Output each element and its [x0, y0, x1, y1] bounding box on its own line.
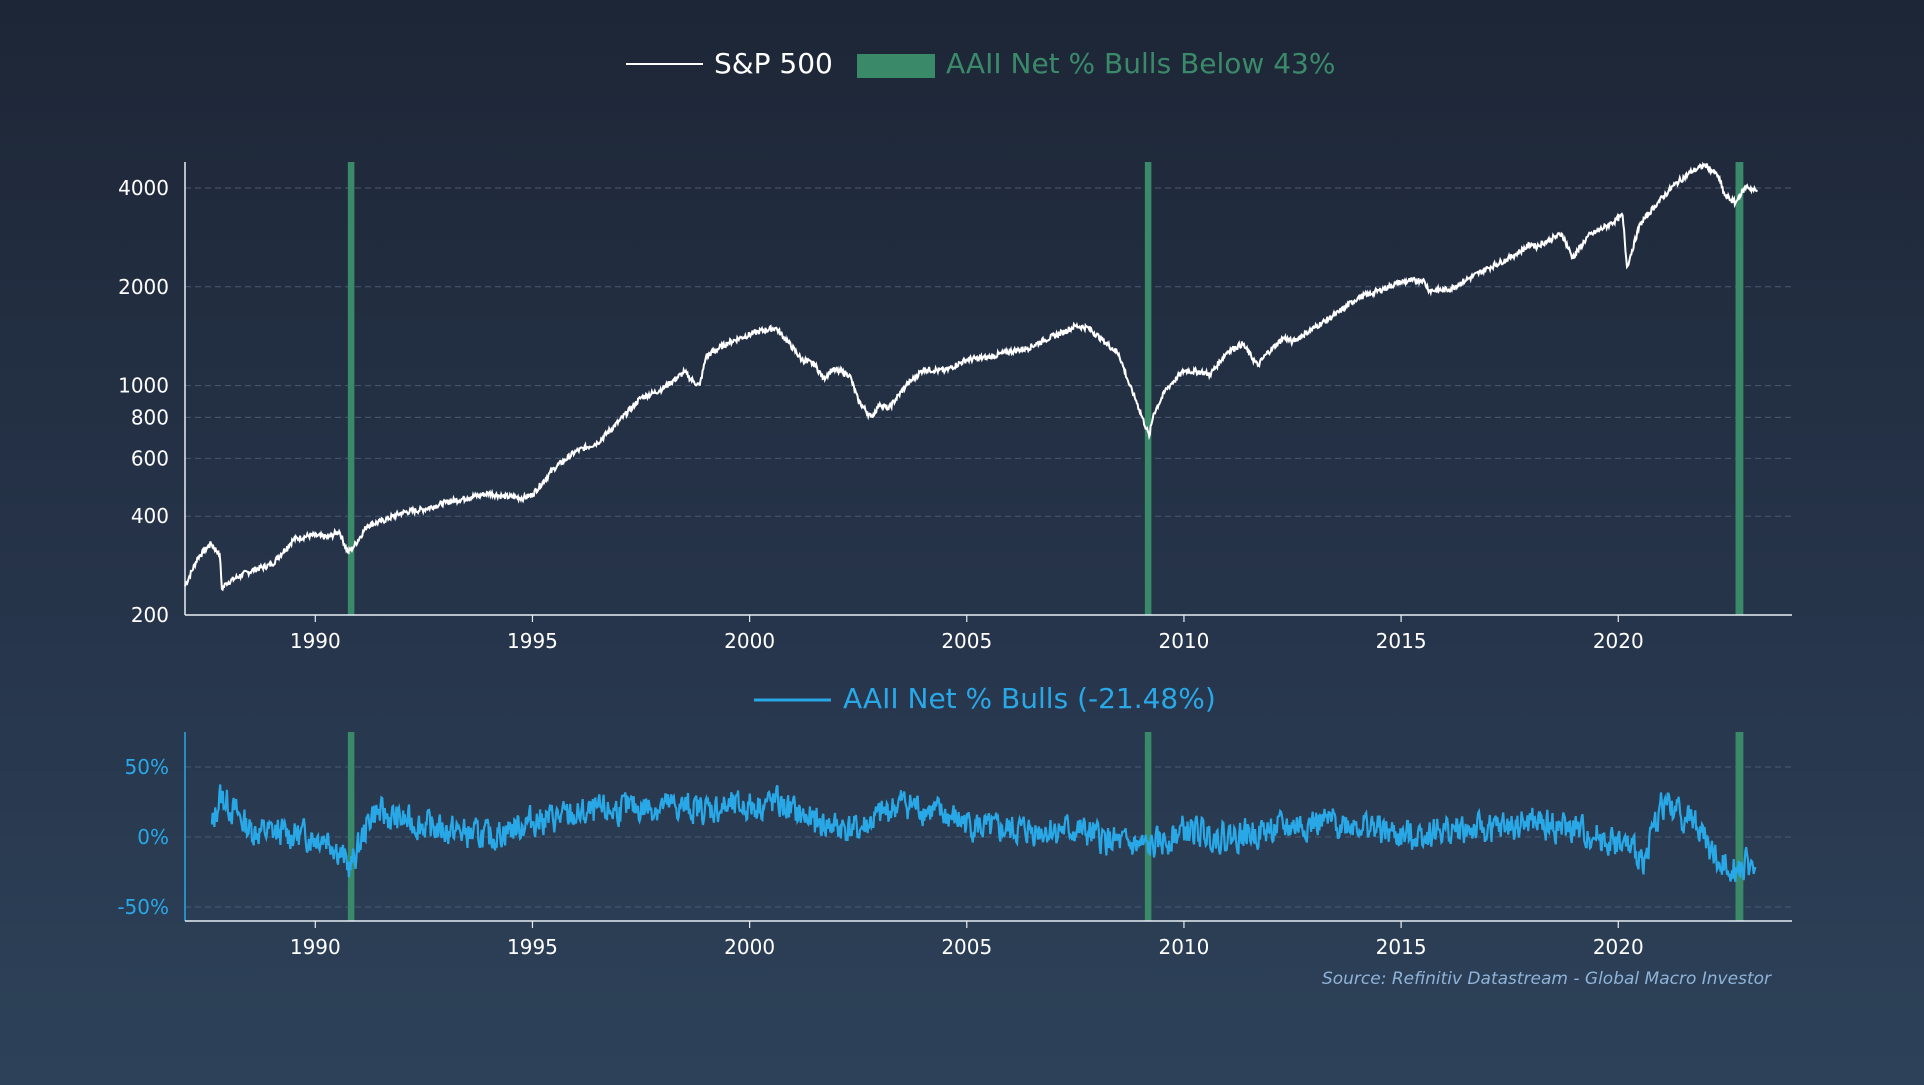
bottom-legend: AAII Net % Bulls (-21.48%): [754, 682, 1216, 715]
upper-y-tick-label: 400: [131, 504, 169, 528]
upper-x-tick-label: 2010: [1158, 629, 1209, 653]
top-legend: S&P 500 AAII Net % Bulls Below 43%: [626, 47, 1335, 80]
lower-highlight-band: [1144, 732, 1152, 921]
upper-tick-labels: 200 400 600 800 1000 2000 4000 1990 1995 2000 2005…: [118, 176, 1644, 653]
lower-y-tick-label: 0%: [137, 825, 169, 849]
upper-x-tick-label: 2000: [724, 629, 775, 653]
lower-tick-labels: 50% 0% -50% 1990 1995 2000 2005 2010 2015 2020: [117, 755, 1643, 959]
lower-x-tick-label: 2010: [1158, 935, 1209, 959]
sp500-panel: 200 400 600 800 1000 2000 4000 1990 1995 2000 2005…: [118, 161, 1792, 653]
lower-axes: [184, 732, 1792, 922]
upper-y-tick-label: 200: [131, 603, 169, 627]
upper-x-tick-label: 2005: [941, 629, 992, 653]
lower-x-tick-label: 2020: [1593, 935, 1644, 959]
net-bulls-panel: 50% 0% -50% 1990 1995 2000 2005 2010 2015 2020: [117, 732, 1792, 959]
lower-y-tick-label: -50%: [117, 895, 169, 919]
upper-highlight-band: [1144, 162, 1152, 615]
legend-sp500-label: S&P 500: [714, 47, 833, 80]
lower-x-tick-label: 1990: [290, 935, 341, 959]
lower-x-tick-label: 2005: [941, 935, 992, 959]
sp500-series-line: [184, 161, 1759, 592]
upper-y-tick-label: 800: [131, 405, 169, 429]
upper-highlight-band: [1735, 162, 1744, 615]
upper-y-tick-label: 4000: [118, 176, 169, 200]
lower-highlight-band: [1735, 732, 1744, 921]
source-note: Source: Refinitiv Datastream - Global Ma…: [1322, 969, 1772, 989]
upper-x-tick-label: 2015: [1376, 629, 1427, 653]
upper-highlight-bands: [347, 162, 1744, 615]
legend-netbulls-label: AAII Net % Bulls (-21.48%): [843, 682, 1216, 715]
legend-bull-swatch: [857, 54, 935, 78]
lower-y-tick-label: 50%: [125, 755, 169, 779]
lower-highlight-bands: [347, 732, 1744, 921]
upper-y-tick-label: 600: [131, 446, 169, 470]
lower-x-tick-label: 1995: [507, 935, 558, 959]
upper-axes: [184, 162, 1792, 616]
upper-highlight-band: [347, 162, 355, 615]
upper-x-tick-label: 2020: [1593, 629, 1644, 653]
upper-x-tick-label: 1990: [290, 629, 341, 653]
upper-x-tick-label: 1995: [507, 629, 558, 653]
upper-y-tick-label: 1000: [118, 374, 169, 398]
upper-y-tick-label: 2000: [118, 275, 169, 299]
legend-bull-label: AAII Net % Bulls Below 43%: [946, 47, 1335, 80]
lower-gridlines: [185, 766, 1792, 908]
lower-highlight-band: [347, 732, 355, 921]
upper-gridlines: [185, 187, 1792, 517]
lower-x-tick-label: 2015: [1376, 935, 1427, 959]
net-bulls-series-line: [210, 784, 1757, 883]
lower-x-tick-label: 2000: [724, 935, 775, 959]
